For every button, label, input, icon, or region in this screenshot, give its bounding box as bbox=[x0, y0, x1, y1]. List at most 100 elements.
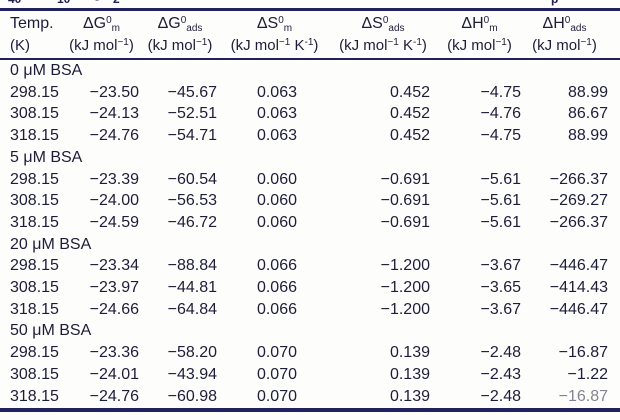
bottom-margin bbox=[0, 412, 620, 420]
table-row: 308.15 −24.01 −43.94 0.070 0.139 −2.43 −… bbox=[0, 364, 620, 386]
cell: −24.01 bbox=[89, 365, 139, 383]
section-label: 50 μM BSA bbox=[10, 322, 92, 340]
cell: 0.063 bbox=[256, 83, 297, 101]
cell: −24.66 bbox=[89, 300, 139, 318]
cell: −0.691 bbox=[380, 192, 430, 210]
table-row: 318.15 −24.66 −64.84 0.066 −1.200 −3.67 … bbox=[0, 299, 620, 321]
cell: −5.61 bbox=[480, 192, 521, 210]
cell: −46.72 bbox=[167, 213, 217, 231]
cropped-fragment: 10 bbox=[57, 0, 70, 6]
cropped-fragment: - bbox=[95, 0, 99, 6]
table-row: 298.15 −23.39 −60.54 0.060 −0.691 −5.61 … bbox=[0, 169, 620, 191]
table-row: 298.15 −23.34 −88.84 0.066 −1.200 −3.67 … bbox=[0, 255, 620, 277]
cell: 308.15 bbox=[10, 279, 59, 297]
cell: −1.200 bbox=[380, 257, 430, 275]
col-header-dG-m: ΔG0m (kJ mol−1) bbox=[62, 11, 141, 60]
cell: 0.070 bbox=[256, 344, 297, 362]
cropped-fragment: p bbox=[551, 0, 558, 6]
section-label-row: 0 μM BSA bbox=[0, 59, 620, 82]
cell: −16.87 bbox=[558, 344, 608, 362]
cell: −23.97 bbox=[89, 279, 139, 297]
section-label-row: 50 μM BSA bbox=[0, 320, 620, 342]
cell: −16.87 bbox=[558, 387, 608, 405]
cell: −64.84 bbox=[167, 300, 217, 318]
cropped-text-strip: 40 10 - 2 p bbox=[0, 0, 620, 8]
cell: 318.15 bbox=[10, 387, 59, 405]
cropped-fragment: 40 bbox=[8, 0, 21, 6]
col-header-dS-m: ΔS0m (kJ mol−1 K-1) bbox=[219, 11, 330, 60]
section-label-row: 20 μM BSA bbox=[0, 234, 620, 256]
cell: 88.99 bbox=[567, 127, 608, 145]
cell: −44.81 bbox=[167, 279, 217, 297]
cell: 0.060 bbox=[256, 170, 297, 188]
table-row: 298.15 −23.50 −45.67 0.063 0.452 −4.75 8… bbox=[0, 82, 620, 104]
cell: −3.65 bbox=[480, 279, 521, 297]
cell: −1.200 bbox=[380, 279, 430, 297]
thermodynamics-table: Temp. (K) ΔG0m (kJ mol−1) ΔG0ads (kJ mol… bbox=[0, 11, 620, 407]
cell: −23.50 bbox=[89, 83, 139, 101]
cell: 0.139 bbox=[389, 344, 430, 362]
cell: 318.15 bbox=[10, 300, 59, 318]
cell: −3.67 bbox=[480, 257, 521, 275]
cell: −5.61 bbox=[480, 170, 521, 188]
cell: 298.15 bbox=[10, 344, 59, 362]
top-rule bbox=[0, 8, 620, 11]
cell: −24.59 bbox=[89, 213, 139, 231]
cell: 298.15 bbox=[10, 83, 59, 101]
section-label: 20 μM BSA bbox=[10, 235, 92, 253]
cell: −0.691 bbox=[380, 170, 430, 188]
cell: −24.76 bbox=[89, 387, 139, 405]
cell: 0.063 bbox=[256, 127, 297, 145]
cell: 0.060 bbox=[256, 213, 297, 231]
cell: −58.20 bbox=[167, 344, 217, 362]
cell: 0.066 bbox=[256, 257, 297, 275]
cell: 0.063 bbox=[256, 105, 297, 123]
cell: −60.54 bbox=[167, 170, 217, 188]
table-body: 0 μM BSA 298.15 −23.50 −45.67 0.063 0.45… bbox=[0, 59, 620, 407]
cell: 298.15 bbox=[10, 257, 59, 275]
col-header-temp: Temp. (K) bbox=[0, 11, 62, 60]
section-label-row: 5 μM BSA bbox=[0, 147, 620, 169]
cell: −4.75 bbox=[480, 83, 521, 101]
cell: −5.61 bbox=[480, 213, 521, 231]
cell: −2.48 bbox=[480, 344, 521, 362]
cell: −24.76 bbox=[89, 127, 139, 145]
cell: −414.43 bbox=[549, 279, 608, 297]
cell: −4.76 bbox=[480, 105, 521, 123]
col-header-dH-m: ΔH0m (kJ mol−1) bbox=[436, 11, 523, 60]
cell: −52.51 bbox=[167, 105, 217, 123]
cell: −266.37 bbox=[549, 170, 608, 188]
col-header-dS-ads: ΔS0ads (kJ mol−1 K-1) bbox=[330, 11, 436, 60]
cell: −88.84 bbox=[167, 257, 217, 275]
cell: 0.139 bbox=[389, 387, 430, 405]
section-label: 5 μM BSA bbox=[10, 148, 83, 166]
table-row: 318.15 −24.59 −46.72 0.060 −0.691 −5.61 … bbox=[0, 212, 620, 234]
cell: −23.36 bbox=[89, 344, 139, 362]
cell: −24.00 bbox=[89, 192, 139, 210]
cell: −0.691 bbox=[380, 213, 430, 231]
section-label: 0 μM BSA bbox=[10, 62, 83, 79]
table-row: 308.15 −24.00 −56.53 0.060 −0.691 −5.61 … bbox=[0, 190, 620, 212]
cell: −45.67 bbox=[167, 83, 217, 101]
cell: −54.71 bbox=[167, 127, 217, 145]
cell: −56.53 bbox=[167, 192, 217, 210]
cell: 0.066 bbox=[256, 300, 297, 318]
cell: −43.94 bbox=[167, 365, 217, 383]
cell: −446.47 bbox=[549, 257, 608, 275]
cell: −3.67 bbox=[480, 300, 521, 318]
cell: −2.43 bbox=[480, 365, 521, 383]
cell: 0.060 bbox=[256, 192, 297, 210]
cell: 0.070 bbox=[256, 365, 297, 383]
table-row: 308.15 −23.97 −44.81 0.066 −1.200 −3.65 … bbox=[0, 277, 620, 299]
cell: 0.066 bbox=[256, 279, 297, 297]
table-row: 308.15 −24.13 −52.51 0.063 0.452 −4.76 8… bbox=[0, 103, 620, 125]
cell: −266.37 bbox=[549, 213, 608, 231]
cell: −4.75 bbox=[480, 127, 521, 145]
cell: −23.34 bbox=[89, 257, 139, 275]
cell: 298.15 bbox=[10, 170, 59, 188]
cell: 0.452 bbox=[389, 83, 430, 101]
cell: 0.139 bbox=[389, 365, 430, 383]
cell: −1.22 bbox=[567, 365, 608, 383]
table-row: 298.15 −23.36 −58.20 0.070 0.139 −2.48 −… bbox=[0, 342, 620, 364]
cell: 0.452 bbox=[389, 127, 430, 145]
